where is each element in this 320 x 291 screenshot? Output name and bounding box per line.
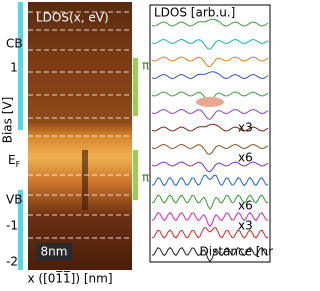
- map-title: LDOS(x, eV): [36, 11, 109, 25]
- figure: LDOS(x, eV) CB VB Bias [V] 1 EF -1 -2 8n…: [1, 2, 284, 286]
- multiplier: x3: [238, 219, 253, 233]
- multiplier: x6: [238, 199, 253, 213]
- cb-bar: [18, 2, 23, 130]
- pi-star-bar: [133, 58, 138, 116]
- ldos-trace: [151, 56, 269, 68]
- scale-bar-box: [36, 243, 72, 261]
- multiplier: x6: [238, 151, 253, 165]
- ldos-trace: [151, 194, 269, 210]
- distance-label: Distance [nm]: [200, 245, 273, 259]
- y-tick-label: -2: [6, 255, 18, 269]
- ldos-trace: [151, 71, 269, 80]
- pi-bar: [133, 150, 138, 200]
- ldos-trace: [151, 211, 269, 228]
- highlight: [196, 97, 224, 107]
- y-axis-label: Bias [V]: [1, 97, 15, 144]
- multiplier: x3: [238, 121, 253, 135]
- ldos-trace: [151, 123, 269, 132]
- y-tick-label: -1: [6, 219, 18, 233]
- ldos-trace: [151, 161, 269, 173]
- pi-label: π: [142, 171, 149, 185]
- y-tick-label: 1: [10, 61, 18, 75]
- y-tick-main: E: [8, 153, 16, 167]
- y-tick-sub: F: [16, 160, 21, 169]
- y-tick-label: EF: [8, 153, 21, 169]
- ldos-trace: [151, 143, 269, 155]
- ldos-box: [149, 4, 271, 263]
- ldos-title: LDOS [arb.u.]: [154, 6, 235, 20]
- ldos-trace: [151, 174, 269, 187]
- defect-line: [82, 150, 88, 210]
- ldos-trace: [151, 246, 269, 263]
- vb-bar: [18, 190, 23, 270]
- ldos-trace: [151, 108, 269, 120]
- scale-bar: 8nm: [41, 245, 68, 259]
- x-axis-label: x ([01̅1̅]) [nm]: [27, 270, 112, 285]
- cb-label: CB: [6, 37, 23, 51]
- vb-label: VB: [6, 193, 22, 207]
- ldos-trace: [151, 227, 269, 239]
- ldos-trace: [151, 18, 269, 27]
- ldos-trace: [151, 38, 269, 50]
